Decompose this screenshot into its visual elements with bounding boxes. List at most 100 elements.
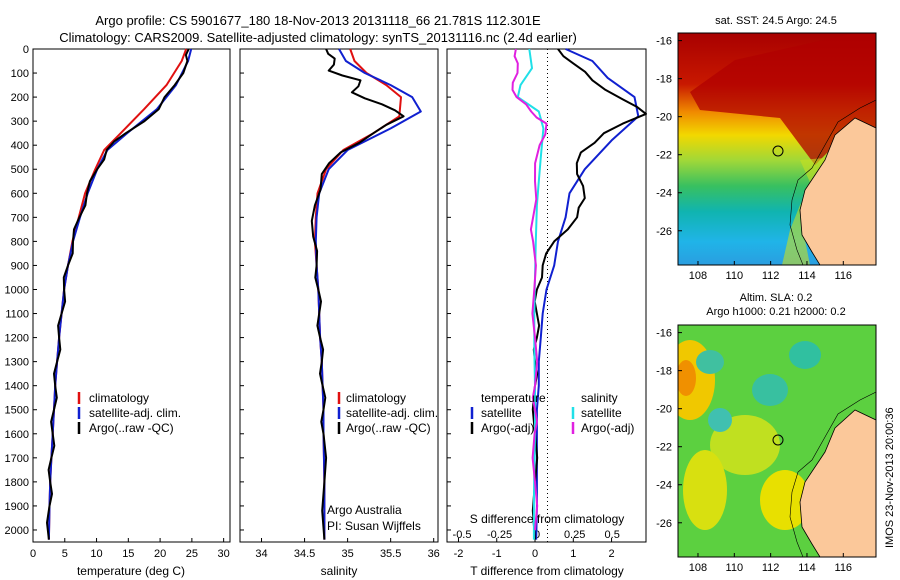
depth-tick-label: 900 [11,260,29,272]
s-diff-tick-label: 0.25 [564,529,585,541]
profile-line-salinity-satellite [516,48,545,540]
depth-tick-label: 0 [23,44,29,56]
depth-tick-label: 400 [11,140,29,152]
legend-title-salinity: salinity [581,391,618,405]
sla-south [760,470,810,530]
isobath [789,391,876,557]
x-tick-label: 34 [255,548,267,560]
lat-tick-label: -18 [656,366,672,378]
profile-line-argo-raw-qc- [310,48,405,540]
sla-mid [710,415,780,475]
profile-line-satellite-adj-clim- [314,48,422,540]
sla-high-west-core [678,360,696,396]
lon-tick-label: 114 [798,270,816,282]
x-tick-label: -1 [492,548,502,560]
legend-label-climatology: climatology [89,391,149,405]
sla-map-title1: Altim. SLA: 0.2 [740,292,813,304]
depth-tick-label: 200 [11,92,29,104]
sla-map [678,325,876,557]
depth-tick-label: 1500 [5,405,29,417]
s-diff-tick-label: -0.5 [453,529,472,541]
sla-map-title2: Argo h1000: 0.21 h2000: 0.2 [706,306,845,318]
lon-tick-label: 110 [726,270,744,282]
depth-tick-label: 1800 [5,477,29,489]
sla-map-frame [677,324,877,558]
land-mass [800,410,876,557]
depth-tick-label: 700 [11,212,29,224]
legend-label-satellite: satellite-adj. clim. [89,406,181,420]
imos-timestamp: IMOS 23-Nov-2013 20:00:36 [884,407,896,548]
legend-label-s-argo: Argo(-adj) [581,421,634,435]
sla-low-2 [752,374,788,406]
legend-label-satellite: satellite-adj. clim. [346,406,438,420]
legend-label-climatology: climatology [346,391,406,405]
temperature-axis-label: temperature (deg C) [77,564,185,578]
difference-panel-frame [446,48,647,543]
salinity-profiles [310,48,422,540]
sst-map-frame [677,32,877,266]
lat-tick-label: -26 [656,518,672,530]
sst-map-title: sat. SST: 24.5 Argo: 24.5 [715,15,837,27]
sla-low-1 [696,350,724,374]
legend-label-argo: Argo(..raw -QC) [89,421,174,435]
x-tick-label: -2 [454,548,464,560]
profile-line-temperature-argo-adj- [531,48,647,540]
depth-tick-label: 2000 [5,525,29,537]
x-tick-label: 36 [428,548,440,560]
lat-tick-label: -16 [656,328,672,340]
depth-tick-label: 500 [11,164,29,176]
sst-map-axes: 108 110 112 114 116 -16 -18 -20 -22 -24 -26 [656,36,852,282]
sla-map-axes: 108 110 112 114 116 -16 -18 -20 -22 -24 -26 [656,328,852,574]
sla-low-4 [789,341,821,369]
lon-tick-label: 108 [689,562,707,574]
lat-tick-label: -26 [656,226,672,238]
profile-line-climatology [313,48,402,540]
depth-tick-label: 1900 [5,501,29,513]
x-tick-label: 30 [218,548,230,560]
depth-tick-label: 800 [11,236,29,248]
profile-line-climatology [47,48,188,540]
profile-line-argo-raw-qc- [46,48,190,540]
depth-tick-label: 600 [11,188,29,200]
depth-axis: 0 100 200 300 400 500 600 700 800 900 1000 1100 1200… [5,44,451,537]
temperature-legend: climatology satellite-adj. clim. Argo(..… [77,391,181,435]
salinity-x-axis: 34 34.5 35 35.5 36 [255,538,440,560]
x-tick-label: 5 [62,548,68,560]
legend-label-t-satellite: satellite [481,406,522,420]
difference-legend: temperature salinity satellite Argo(-adj… [470,391,634,435]
s-diff-tick-label: -0.25 [487,529,512,541]
x-tick-label: 25 [186,548,198,560]
s-difference-axis-label: S difference from climatology [470,512,625,526]
sst-map [678,33,876,265]
depth-tick-label: 1100 [5,309,29,321]
sla-southwest [683,450,727,530]
isobath [789,99,876,265]
lat-tick-label: -20 [656,112,672,124]
lon-tick-label: 116 [835,562,853,574]
lon-tick-label: 114 [798,562,816,574]
depth-tick-label: 100 [11,68,29,80]
credit-line2: PI: Susan Wijffels [327,519,421,533]
difference-profiles [511,48,647,540]
lon-tick-label: 112 [762,562,780,574]
x-tick-label: 10 [90,548,102,560]
sst-warm-region [690,33,876,165]
land-mass [800,118,876,265]
header-title-line1: Argo profile: CS 5901677_180 18-Nov-2013… [95,13,541,28]
profile-line-satellite-adj-clim- [47,48,193,540]
depth-tick-label: 1400 [5,381,29,393]
x-tick-label: 1 [570,548,576,560]
lat-tick-label: -18 [656,74,672,86]
x-tick-label: 35.5 [380,548,401,560]
depth-tick-label: 1700 [5,453,29,465]
x-tick-label: 2 [608,548,614,560]
temperature-profiles [46,48,193,540]
float-location-marker [772,434,784,446]
temperature-x-axis: 0 5 10 15 20 25 30 [30,538,230,560]
coastline [799,409,876,557]
lat-tick-label: -22 [656,442,672,454]
lat-tick-label: -20 [656,404,672,416]
legend-label-s-satellite: satellite [581,406,622,420]
legend-title-temperature: temperature [481,391,546,405]
